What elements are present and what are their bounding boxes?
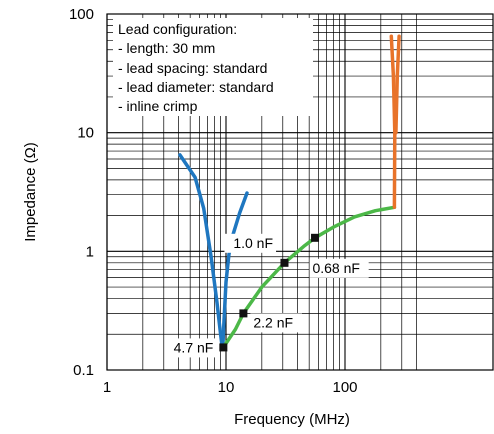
marker-label-background	[164, 338, 217, 358]
data-marker	[219, 343, 228, 352]
legend-line: - lead spacing: standard	[118, 60, 267, 76]
marker-label: 2.2 nF	[253, 314, 293, 330]
legend-line: - lead diameter: standard	[118, 79, 274, 95]
series-line	[178, 153, 224, 350]
legend-background	[113, 18, 313, 116]
marker-label-background	[250, 313, 302, 333]
y-tick-label: 100	[69, 6, 94, 23]
marker-label: 0.68 nF	[312, 260, 359, 276]
x-tick-label: 100	[332, 379, 357, 396]
marker-label: 4.7 nF	[174, 339, 214, 355]
legend-line: - length: 30 mm	[118, 40, 215, 56]
y-tick-label: 10	[77, 125, 94, 142]
y-tick-label: 0.1	[73, 362, 94, 379]
legend-line: Lead configuration:	[118, 21, 237, 37]
series-line	[221, 205, 397, 350]
marker-label: 1.0 nF	[233, 235, 273, 251]
marker-label-background	[224, 233, 277, 253]
x-tick-label: 1	[103, 379, 111, 396]
y-axis-label: Impedance (Ω)	[22, 142, 39, 242]
markers-group: 4.7 nF 2.2 nF 0.68 nF 1.0 nF	[164, 233, 369, 358]
series-line	[394, 34, 401, 135]
series-line	[221, 191, 249, 350]
x-tick-label: 10	[218, 379, 235, 396]
data-marker	[280, 258, 289, 267]
legend-box: Lead configuration: - length: 30 mm - le…	[113, 18, 313, 116]
marker-label-background	[309, 258, 369, 278]
series-group	[178, 34, 401, 350]
plot-frame	[106, 13, 494, 371]
legend-line: - inline crimp	[118, 98, 198, 114]
data-marker	[311, 233, 320, 242]
y-tick-label: 1	[86, 243, 94, 260]
x-axis-label: Frequency (MHz)	[234, 411, 350, 428]
data-marker	[239, 309, 248, 318]
tick-labels: 1 10 100 0.1 1 10 100	[69, 6, 358, 396]
series-line	[389, 34, 397, 210]
